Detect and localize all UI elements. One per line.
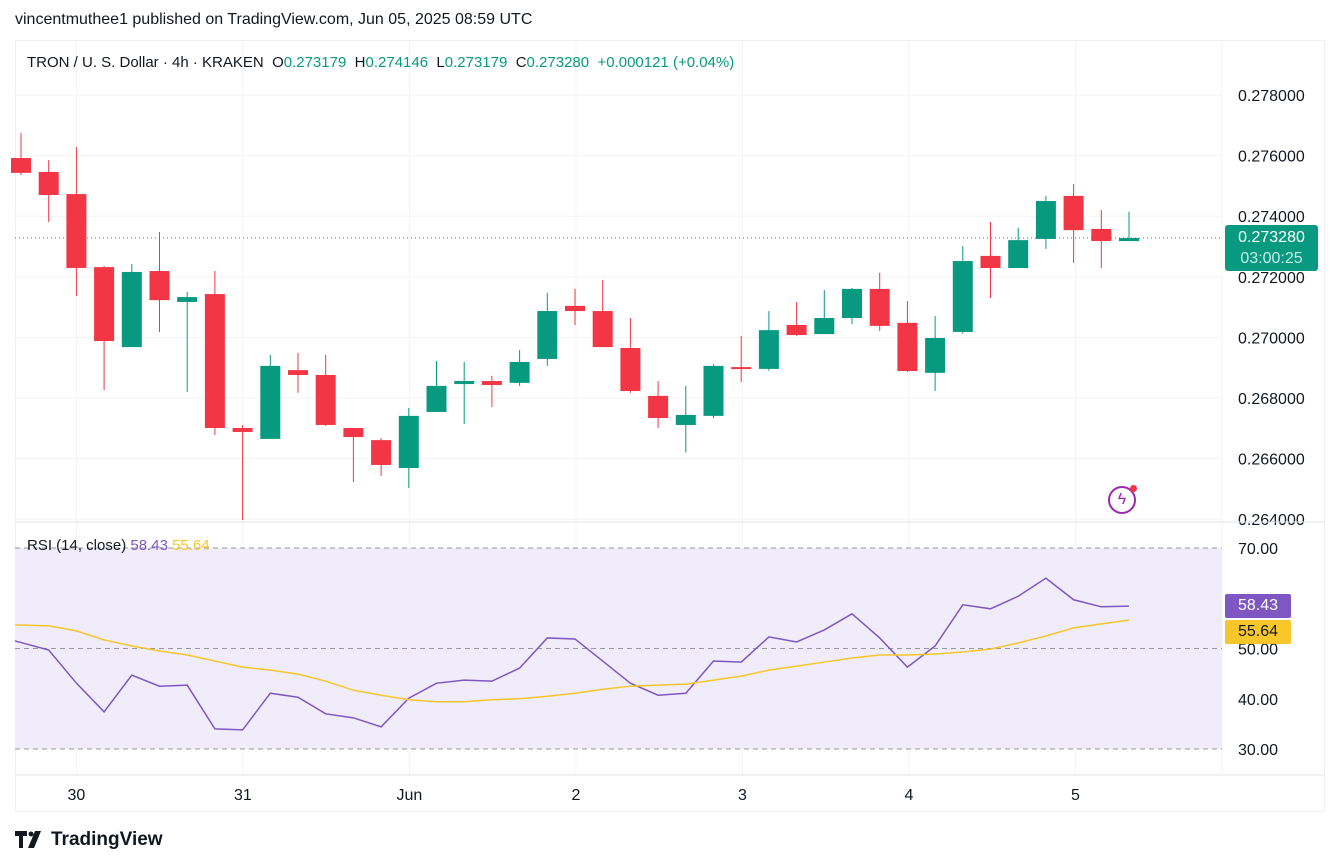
time-tick-label: 3: [738, 787, 747, 804]
symbol-title: TRON / U. S. Dollar · 4h · KRAKEN: [27, 54, 264, 71]
candle-down: [980, 255, 1001, 269]
candle-up: [758, 330, 779, 369]
candle-down: [288, 370, 308, 375]
lightning-icon[interactable]: ϟ: [1108, 485, 1137, 514]
high-label: H: [354, 54, 366, 71]
candle-down: [565, 305, 585, 312]
price-tick-label: 0.268000: [1238, 391, 1305, 408]
rsi-legend: RSI (14, close) 58.43 55.64: [27, 537, 210, 554]
time-tick-label: Jun: [397, 787, 423, 804]
low-value: 0.273179: [444, 54, 508, 71]
rsi-axis-label: 58.43: [1225, 594, 1291, 618]
candle-down: [232, 427, 253, 432]
candle-up: [952, 261, 973, 332]
candle-down: [149, 271, 170, 301]
candle-up: [1119, 238, 1139, 242]
candle-up: [398, 415, 419, 468]
candle-up: [842, 288, 862, 319]
rsi-tick-label: 30.00: [1238, 742, 1278, 759]
price-tick-label: 0.272000: [1238, 270, 1305, 287]
candle-down: [897, 322, 918, 372]
price-tick-label: 0.274000: [1238, 209, 1305, 226]
rsi-tick-label: 40.00: [1238, 692, 1278, 709]
rsi-ma-line: [14, 619, 1130, 703]
open-value: 0.273179: [283, 54, 347, 71]
candle-down: [869, 288, 890, 326]
candle-down: [1091, 228, 1112, 242]
candle-up: [426, 385, 447, 412]
candle-down: [343, 427, 364, 438]
rsi-value: 58.43: [130, 537, 168, 554]
rsi-tick-label: 50.00: [1238, 642, 1278, 659]
close-value: 0.273280: [526, 54, 590, 71]
candle-up: [121, 271, 142, 348]
rsi-title: RSI (14, close): [27, 537, 127, 554]
price-tick-label: 0.278000: [1238, 88, 1305, 105]
candle-up: [1035, 201, 1056, 239]
candle-down: [38, 171, 59, 195]
candle-up: [703, 365, 724, 416]
candle-down: [620, 348, 641, 392]
candle-up: [177, 297, 198, 302]
bar-countdown: 03:00:25: [1240, 250, 1303, 267]
candle-down: [592, 311, 613, 348]
candle-down: [481, 381, 502, 385]
rsi-line: [14, 577, 1130, 731]
last-price: 0.273280: [1238, 229, 1305, 246]
close-label: C: [515, 54, 527, 71]
time-tick-label: 4: [904, 787, 913, 804]
time-tick-label: 5: [1071, 787, 1080, 804]
candle-down: [648, 395, 669, 418]
time-tick-label: 30: [68, 787, 86, 804]
last-price-label: 0.273280 03:00:25: [1225, 225, 1318, 271]
published-caption: vincentmuthee1 published on TradingView.…: [15, 11, 533, 28]
candle-up: [454, 381, 475, 385]
change-value: +0.000121 (+0.04%): [597, 54, 735, 71]
candle-up: [537, 311, 558, 359]
rsi-ma-value: 55.64: [172, 537, 210, 554]
high-value: 0.274146: [365, 54, 429, 71]
time-tick-label: 2: [571, 787, 580, 804]
candle-up: [814, 318, 835, 335]
candle-down: [94, 267, 115, 342]
low-label: L: [436, 54, 445, 71]
candle-down: [315, 374, 336, 425]
candle-down: [66, 194, 87, 269]
rsi-tick-label: 70.00: [1238, 541, 1278, 558]
open-label: O: [272, 54, 284, 71]
candle-down: [786, 324, 807, 335]
candle-up: [509, 361, 530, 383]
candle-up: [925, 338, 946, 373]
candle-down: [204, 294, 225, 428]
candle-up: [675, 414, 696, 425]
tradingview-logo[interactable]: TradingView: [15, 829, 163, 851]
price-tick-label: 0.276000: [1238, 149, 1305, 166]
price-tick-label: 0.270000: [1238, 330, 1305, 347]
brand-name: TradingView: [51, 829, 163, 850]
candle-down: [731, 367, 752, 370]
candle-up: [1008, 240, 1029, 269]
chart-frame: [15, 40, 1325, 812]
symbol-legend: TRON / U. S. Dollar · 4h · KRAKEN O0.273…: [27, 54, 734, 71]
candle-down: [11, 158, 31, 173]
candle-down: [371, 440, 392, 465]
tradingview-logo-icon: [15, 831, 41, 848]
candle-down: [1063, 195, 1084, 231]
rsi-ma-axis-label: 55.64: [1225, 620, 1291, 644]
price-tick-label: 0.264000: [1238, 512, 1305, 529]
price-tick-label: 0.266000: [1238, 452, 1305, 469]
candle-up: [260, 365, 281, 439]
time-tick-label: 31: [234, 787, 252, 804]
